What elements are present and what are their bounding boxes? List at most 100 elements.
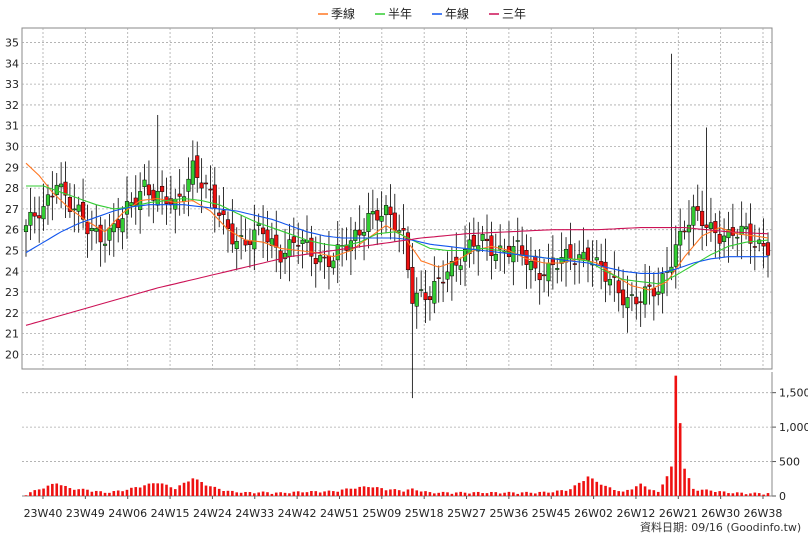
candle-body	[129, 202, 134, 207]
candle-body	[353, 229, 358, 241]
axes: 23W40 23W49 24W06 24W15 24W24 24W33 24W42 24W51…	[24, 496, 783, 520]
candle-body	[375, 210, 380, 221]
volume-bar	[353, 488, 357, 496]
volume-bar	[630, 489, 634, 496]
volume-bar	[419, 491, 423, 496]
candle-body	[322, 256, 327, 259]
time-tick-label: 23W49	[66, 507, 105, 520]
volume-bar	[147, 483, 151, 496]
candle-body	[743, 226, 749, 230]
volume-bar	[406, 489, 410, 496]
volume-bar	[248, 492, 252, 496]
candle-body	[63, 181, 68, 196]
candle-body	[467, 239, 472, 255]
volume-bar	[503, 492, 506, 496]
volume-bar	[292, 491, 296, 496]
volume-bar	[520, 492, 524, 496]
candle-body	[726, 229, 731, 239]
volume-bar	[591, 478, 594, 496]
candle-body	[515, 240, 520, 242]
candle-body	[436, 277, 441, 279]
volume-bar	[437, 492, 441, 496]
volume-bar	[696, 490, 700, 496]
candle-body	[480, 234, 485, 241]
candle-body	[199, 182, 204, 189]
candle-body	[102, 243, 108, 246]
candle-body	[388, 206, 393, 215]
candle-body	[489, 235, 494, 256]
candle-body	[37, 215, 42, 219]
volume-bar	[384, 490, 388, 496]
volume-bar	[213, 486, 217, 496]
candle-body	[357, 229, 362, 236]
candle-body	[445, 271, 450, 280]
candle-body	[423, 292, 428, 301]
volume-bar	[310, 490, 313, 496]
volume-bar	[643, 486, 647, 496]
volume-bar	[125, 489, 129, 496]
candle-body	[761, 242, 766, 247]
candle-body	[752, 246, 757, 248]
volume-bar	[152, 483, 155, 496]
candle-body	[107, 227, 112, 241]
candle-body	[634, 296, 639, 305]
volume-bar	[169, 487, 173, 496]
volume-bar	[459, 491, 462, 496]
candle-body	[537, 273, 542, 281]
candle-body	[366, 213, 371, 232]
volume-bar	[494, 492, 498, 496]
volume-bar	[441, 491, 445, 496]
volume-bar	[367, 487, 370, 496]
ma-half-line	[26, 185, 769, 285]
candle-body	[520, 245, 525, 256]
candle-body	[151, 189, 156, 201]
candle-body	[203, 182, 209, 185]
volume-bar	[68, 488, 72, 496]
candle-body	[643, 286, 648, 305]
volume-bar	[656, 491, 660, 496]
volume-bar	[402, 491, 405, 496]
volume-bar	[244, 491, 247, 496]
time-tick-label: 25W09	[362, 507, 401, 520]
volume-bar	[586, 476, 590, 496]
volume-bar	[160, 483, 164, 496]
candle-body	[256, 223, 261, 226]
candle-body	[291, 236, 296, 243]
price-tick-label: 34	[5, 57, 19, 70]
candle-body	[739, 225, 744, 235]
volume-bar	[182, 482, 186, 496]
volume-bar	[340, 489, 344, 496]
time-tick-label: 25W45	[532, 507, 571, 520]
volume-bar	[72, 489, 76, 496]
volume-bar	[718, 491, 722, 496]
volume-bar	[749, 493, 752, 496]
volume-bar	[424, 491, 427, 496]
volume-bar	[534, 493, 537, 496]
volume-bar	[51, 483, 54, 496]
volume-bar	[564, 490, 568, 496]
time-tick-label: 24W06	[108, 507, 147, 520]
volume-bar	[463, 492, 467, 496]
candle-body	[748, 223, 753, 244]
volume-bar	[231, 490, 234, 496]
volume-bar	[345, 488, 348, 496]
volume-bar	[626, 489, 629, 496]
time-tick-label: 26W12	[617, 507, 656, 520]
candle-body	[625, 297, 630, 309]
candle-body	[419, 289, 424, 291]
volume-bar	[173, 489, 177, 496]
price-tick-label: 26	[5, 224, 19, 237]
candle-body	[370, 211, 375, 215]
volume-bar	[59, 485, 63, 496]
volume-bar	[81, 488, 85, 496]
legend-label: 季線	[331, 6, 355, 21]
legend: 季線 半年 年線 三年	[318, 6, 526, 21]
time-tick-label: 26W38	[744, 507, 783, 520]
volume-bar	[731, 493, 735, 496]
candle-body	[550, 257, 555, 265]
candle-body	[362, 231, 367, 236]
volume-bar	[687, 478, 691, 496]
candle-body	[177, 193, 182, 197]
volume-bar	[24, 495, 28, 496]
volume-bar	[740, 492, 743, 496]
